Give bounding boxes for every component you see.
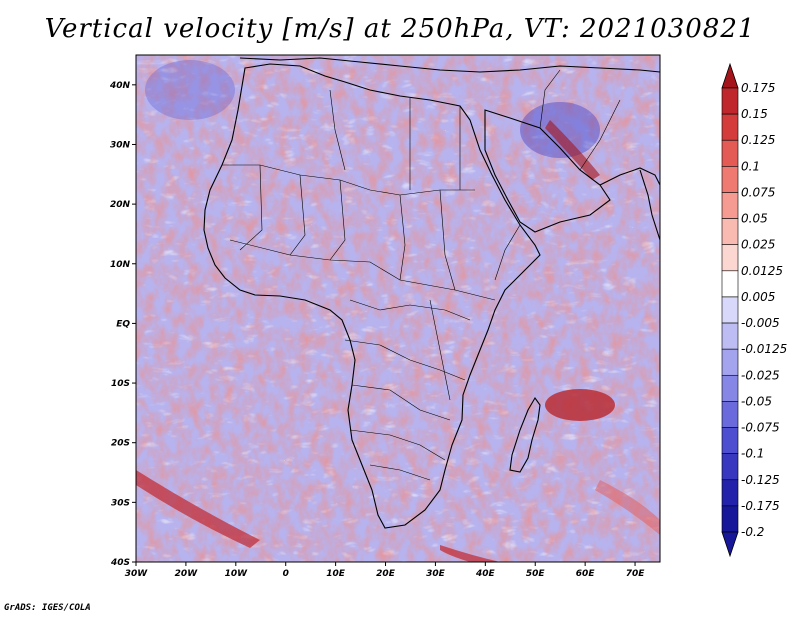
plot-frame bbox=[135, 54, 661, 563]
border-ethiopia bbox=[494, 224, 521, 281]
colorbar-label: -0.125 bbox=[741, 473, 780, 487]
colorbar: 0.175 0.15 0.125 0.1 0.075 0.05 0.025 0.0125 0.0… bbox=[721, 62, 787, 558]
lon-tick-label: 60E bbox=[576, 569, 596, 579]
lat-tick-label: 20S bbox=[111, 439, 130, 449]
coastlines bbox=[203, 57, 660, 529]
colorbar-swatch bbox=[721, 401, 739, 428]
lat-tick-label: 30N bbox=[110, 140, 131, 150]
credit-label: GrADS: IGES/COLA bbox=[4, 603, 91, 613]
lon-tick-label: 20W bbox=[175, 569, 199, 579]
colorbar-label: 0.15 bbox=[741, 107, 768, 121]
colorbar-swatch bbox=[721, 244, 739, 272]
border-sahara-line bbox=[222, 164, 475, 196]
lon-tick-label: 10E bbox=[326, 569, 346, 579]
colorbar-swatch bbox=[721, 192, 739, 219]
colorbar-label: 0.175 bbox=[741, 81, 775, 95]
europe-coastline bbox=[239, 57, 660, 73]
border-algeria-libya bbox=[329, 89, 346, 171]
colorbar-label: -0.05 bbox=[741, 394, 772, 408]
lon-tick-label: 40E bbox=[475, 569, 496, 579]
colorbar-bottom-arrow bbox=[721, 531, 739, 558]
lat-tick-label: 20N bbox=[110, 200, 131, 210]
border-chad bbox=[399, 194, 406, 281]
colorbar-swatch bbox=[721, 218, 739, 246]
feature-jet-streak-east bbox=[440, 545, 500, 562]
lat-tick-label: EQ bbox=[116, 319, 130, 329]
latitude-axis: 40N 30N 20N 10N EQ 10S 20S 30S 40S bbox=[109, 81, 136, 568]
feature-atlantic-downdraft bbox=[145, 60, 235, 120]
border-namibia-botswana bbox=[349, 429, 446, 461]
lat-tick-label: 40N bbox=[109, 81, 131, 91]
colorbar-label: -0.025 bbox=[741, 368, 780, 382]
feature-red-sea-streak bbox=[545, 120, 600, 180]
border-iraq-iran bbox=[579, 99, 621, 171]
lon-tick-label: 20E bbox=[376, 569, 396, 579]
colorbar-label: 0.025 bbox=[741, 238, 775, 252]
colorbar-swatch bbox=[721, 505, 739, 533]
border-great-lakes bbox=[429, 299, 451, 401]
arabia-coastline bbox=[484, 109, 611, 233]
lon-tick-label: 10W bbox=[225, 569, 249, 579]
colorbar-top-arrow bbox=[721, 62, 739, 89]
colorbar-swatch bbox=[721, 348, 739, 376]
africa-coastline bbox=[203, 63, 541, 529]
colorbar-swatch bbox=[721, 427, 739, 454]
lon-tick-label: 30E bbox=[426, 569, 446, 579]
colorbar-swatch bbox=[721, 296, 739, 324]
colorbar-swatch bbox=[721, 139, 739, 167]
iran-coastline bbox=[599, 167, 660, 186]
lat-tick-label: 10S bbox=[111, 379, 130, 389]
border-central-line bbox=[349, 299, 471, 321]
border-drc bbox=[344, 339, 466, 381]
country-borders bbox=[222, 69, 621, 481]
colorbar-swatch bbox=[721, 87, 739, 115]
border-angola-zambia bbox=[351, 384, 451, 421]
feature-southern-ocean-band bbox=[595, 480, 660, 535]
colorbar-swatch bbox=[721, 479, 739, 507]
colorbar-label: 0.1 bbox=[741, 159, 760, 173]
colorbar-label: -0.175 bbox=[741, 499, 780, 513]
colorbar-label: -0.075 bbox=[741, 421, 780, 435]
colorbar-label: 0.05 bbox=[741, 212, 768, 226]
lon-tick-label: 50E bbox=[526, 569, 546, 579]
feature-jet-streak-south bbox=[136, 470, 260, 548]
madagascar-coastline bbox=[509, 396, 541, 473]
border-mali bbox=[289, 174, 306, 256]
colorbar-label: 0.125 bbox=[741, 133, 775, 147]
colorbar-label: 0.005 bbox=[741, 290, 775, 304]
border-levant bbox=[539, 69, 561, 129]
lat-tick-label: 30S bbox=[111, 498, 130, 508]
border-sahel-line bbox=[229, 239, 496, 301]
border-south-africa bbox=[369, 464, 431, 481]
colorbar-swatch bbox=[721, 113, 739, 141]
lat-tick-label: 10N bbox=[110, 260, 131, 270]
border-mauritania bbox=[239, 164, 263, 251]
colorbar-label: -0.005 bbox=[741, 316, 780, 330]
colorbar-swatch bbox=[721, 166, 739, 193]
border-sudan bbox=[439, 189, 456, 291]
colorbar-label: -0.1 bbox=[741, 447, 764, 461]
colorbar-swatch bbox=[721, 270, 739, 298]
colorbar-swatch bbox=[721, 453, 739, 481]
velocity-field bbox=[136, 55, 660, 562]
feature-arabia-downdraft bbox=[520, 102, 600, 158]
india-coastline bbox=[639, 169, 660, 241]
field-red-texture bbox=[136, 55, 660, 562]
colorbar-label: 0.0125 bbox=[741, 264, 783, 278]
colorbar-swatch bbox=[721, 374, 739, 402]
feature-madagascar-east-updraft bbox=[545, 389, 615, 421]
colorbar-swatch bbox=[721, 322, 739, 350]
border-niger bbox=[329, 179, 346, 261]
colorbar-label: -0.2 bbox=[741, 525, 764, 539]
colorbar-label: -0.0125 bbox=[741, 342, 787, 356]
colorbar-label: 0.075 bbox=[741, 185, 775, 199]
lon-tick-label: 70E bbox=[626, 569, 646, 579]
lon-tick-label: 30W bbox=[125, 569, 149, 579]
lon-tick-label: 0 bbox=[283, 569, 289, 579]
lat-tick-label: 40S bbox=[110, 558, 130, 568]
chart-title: Vertical velocity [m/s] at 250hPa, VT: 2… bbox=[44, 14, 756, 44]
longitude-axis: 30W 20W 10W 0 10E 20E 30E 40E 50E 60E 70E bbox=[125, 562, 645, 579]
